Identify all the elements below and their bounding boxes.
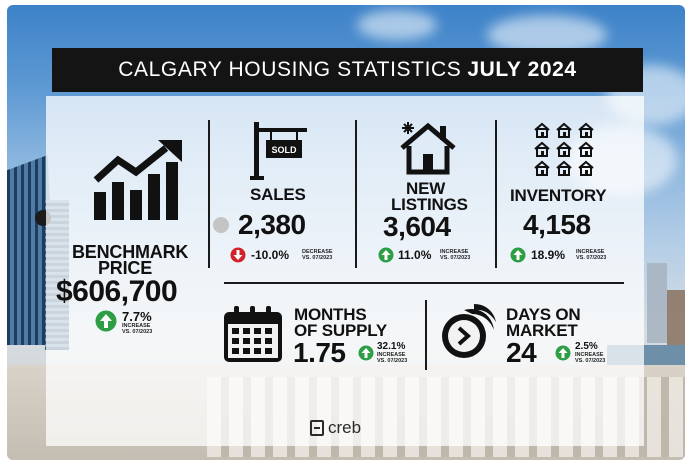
increase-arrow-icon (555, 345, 571, 361)
creb-logo: creb (310, 418, 361, 438)
months-change: 32.1% (377, 341, 406, 352)
new-listings-label-line2: LISTINGS (391, 195, 468, 214)
new-house-icon (400, 122, 456, 175)
stats-panel (46, 96, 644, 446)
page-title: CALGARY HOUSING STATISTICS JULY 2024 (52, 48, 643, 92)
title-bold: JULY 2024 (467, 58, 577, 81)
inventory-note-line1: INCREASE (576, 249, 605, 255)
houses-grid-icon (534, 123, 594, 176)
inventory-label: INVENTORY (510, 186, 607, 205)
months-label-line1: MONTHS (294, 305, 367, 324)
days-change: 2.5% (575, 341, 598, 352)
creb-logo-icon (310, 420, 324, 436)
days-label-line1: DAYS ON (506, 305, 581, 324)
months-value: 1.75 (293, 337, 346, 368)
benchmark-label-line1: BENCHMARK (72, 242, 189, 262)
sold-sign-text: SOLD (271, 145, 297, 155)
inventory-note-line2: VS. 07/2023 (576, 255, 607, 261)
new-listings-label-line1: NEW (406, 179, 446, 198)
stopwatch-icon (442, 304, 496, 358)
benchmark-note-line1: INCREASE (122, 323, 151, 329)
inventory-value: 4,158 (523, 209, 591, 240)
days-label-line2: MARKET (506, 321, 578, 340)
new-listings-note-line2: VS. 07/2023 (440, 255, 471, 261)
benchmark-change: 7.7% (122, 309, 152, 324)
benchmark-value: $606,700 (56, 275, 178, 308)
title-regular: CALGARY HOUSING STATISTICS (118, 58, 462, 81)
increase-arrow-icon (510, 247, 526, 263)
creb-logo-text: creb (328, 418, 362, 437)
increase-arrow-icon (95, 310, 117, 332)
inventory-change: 18.9% (531, 248, 566, 262)
benchmark-note-line2: VS. 07/2023 (122, 329, 153, 335)
months-label-line2: OF SUPPLY (294, 321, 387, 340)
divider (224, 282, 624, 284)
increase-arrow-icon (378, 247, 394, 263)
new-listings-value: 3,604 (383, 211, 451, 242)
months-note-line2: VS. 07/2023 (377, 358, 408, 364)
sales-note-line1: DECREASE (302, 249, 333, 255)
divider (208, 120, 210, 268)
city-building (647, 263, 667, 343)
sales-value: 2,380 (238, 209, 306, 240)
decrease-arrow-icon (230, 247, 246, 263)
new-listings-note-line1: INCREASE (440, 249, 469, 255)
increase-arrow-icon (358, 345, 374, 361)
months-note-line1: INCREASE (377, 352, 406, 358)
days-note-line2: VS. 07/2023 (575, 358, 606, 364)
benchmark-label-line2: PRICE (98, 258, 153, 278)
sales-label: SALES (250, 185, 306, 204)
divider (355, 120, 357, 268)
city-building (667, 290, 685, 345)
days-value: 24 (506, 337, 537, 368)
days-note-line1: INCREASE (575, 352, 604, 358)
sales-note-line2: VS. 07/2023 (302, 255, 333, 261)
divider (425, 300, 427, 370)
sold-sign-icon: SOLD (250, 122, 307, 180)
sales-change: -10.0% (251, 248, 290, 262)
calendar-icon (224, 306, 282, 362)
divider (495, 120, 497, 268)
cloud (357, 10, 437, 40)
growth-chart-icon (93, 140, 182, 220)
new-listings-change: 11.0% (398, 248, 432, 262)
